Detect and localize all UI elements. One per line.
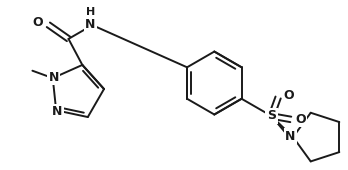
Text: N: N [285, 130, 295, 143]
Text: O: O [296, 113, 306, 126]
Text: O: O [283, 89, 294, 102]
Text: N: N [52, 105, 62, 118]
Text: N: N [85, 18, 96, 31]
Text: O: O [33, 16, 44, 29]
Text: S: S [267, 109, 276, 123]
Text: N: N [49, 71, 59, 84]
Text: H: H [86, 7, 95, 17]
